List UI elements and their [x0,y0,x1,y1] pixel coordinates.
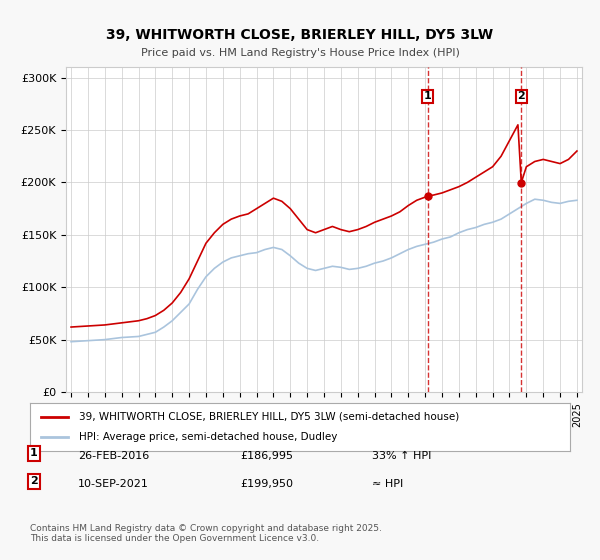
Text: 10-SEP-2021: 10-SEP-2021 [78,479,149,489]
Text: 39, WHITWORTH CLOSE, BRIERLEY HILL, DY5 3LW: 39, WHITWORTH CLOSE, BRIERLEY HILL, DY5 … [106,28,494,42]
Text: HPI: Average price, semi-detached house, Dudley: HPI: Average price, semi-detached house,… [79,432,337,442]
Text: 26-FEB-2016: 26-FEB-2016 [78,451,149,461]
Text: 2: 2 [30,477,38,487]
Text: Contains HM Land Registry data © Crown copyright and database right 2025.
This d: Contains HM Land Registry data © Crown c… [30,524,382,543]
Text: 1: 1 [30,449,38,459]
Text: £199,950: £199,950 [240,479,293,489]
Text: 1: 1 [424,91,431,101]
Text: £186,995: £186,995 [240,451,293,461]
Text: 33% ↑ HPI: 33% ↑ HPI [372,451,431,461]
Text: Price paid vs. HM Land Registry's House Price Index (HPI): Price paid vs. HM Land Registry's House … [140,48,460,58]
Text: ≈ HPI: ≈ HPI [372,479,403,489]
Text: 39, WHITWORTH CLOSE, BRIERLEY HILL, DY5 3LW (semi-detached house): 39, WHITWORTH CLOSE, BRIERLEY HILL, DY5 … [79,412,459,422]
Text: 2: 2 [517,91,525,101]
